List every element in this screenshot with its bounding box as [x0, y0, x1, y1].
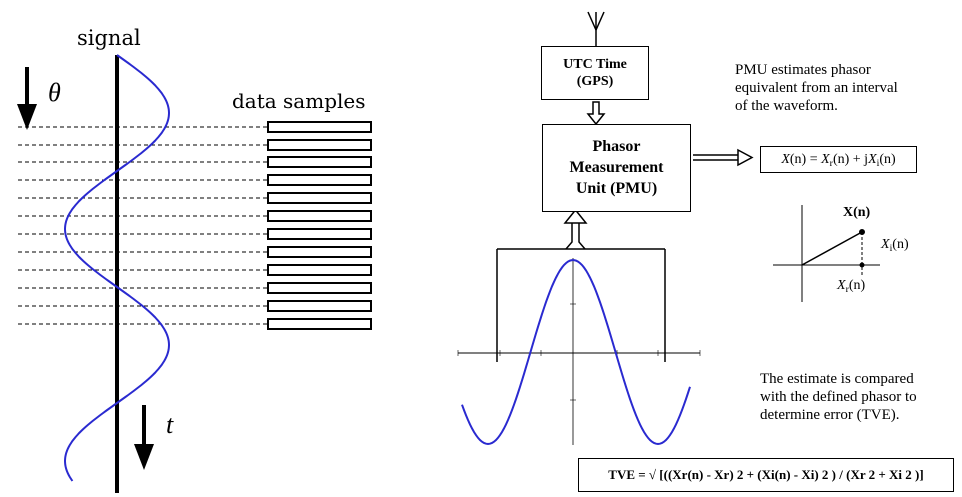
xi-n: (n) — [892, 237, 908, 252]
pmu-line-2: Measurement — [543, 157, 690, 178]
pmu-box: Phasor Measurement Unit (PMU) — [542, 124, 691, 212]
compare-line-3: determine error (TVE). — [760, 406, 917, 424]
utc-line-1: UTC Time — [542, 56, 648, 73]
down-arrow-icon — [588, 102, 604, 124]
time-label: t — [166, 410, 173, 440]
estimate-text: PMU estimates phasor equivalent from an … — [735, 61, 898, 115]
double-arrow-icon — [693, 150, 752, 165]
down-arrow-icon — [17, 67, 37, 130]
sinusoid-plot — [458, 258, 700, 445]
eq-x: X — [781, 152, 790, 167]
eq-n2: (n) — [833, 152, 849, 167]
utc-line-2: (GPS) — [542, 73, 648, 90]
theta-label: θ — [48, 78, 61, 108]
waveform-bracket — [497, 210, 665, 362]
tve-equation-box: TVE = √ [((Xr(n) - Xr) 2 + (Xi(n) - Xi) … — [578, 458, 954, 492]
eq-n: (n) — [790, 152, 806, 167]
estimate-line-3: of the waveform. — [735, 97, 898, 115]
eq-equals: = — [806, 152, 821, 167]
down-arrow-icon — [134, 405, 154, 470]
data-samples-label: data samples — [232, 89, 366, 113]
compare-text: The estimate is compared with the define… — [760, 370, 917, 424]
compare-line-2: with the defined phasor to — [760, 388, 917, 406]
vector-x-label: X(n) — [843, 205, 870, 221]
phasor-equation-box: X(n) = Xr(n) + jXi(n) — [760, 146, 917, 173]
sample-lines — [18, 127, 268, 324]
tve-equation: TVE = √ [((Xr(n) - Xr) 2 + (Xi(n) - Xi) … — [608, 467, 923, 482]
vector-xr-label: Xr(n) — [837, 278, 865, 295]
eq-plus-j: + j — [849, 152, 868, 167]
pmu-line-1: Phasor — [543, 136, 690, 157]
data-sample-boxes — [268, 122, 371, 329]
xr-n: (n) — [849, 278, 865, 293]
vector-xi-label: Xi(n) — [881, 237, 909, 254]
eq-xi: X — [868, 152, 877, 167]
pmu-line-3: Unit (PMU) — [543, 178, 690, 199]
estimate-line-2: equivalent from an interval — [735, 79, 898, 97]
xr-x: X — [837, 278, 846, 293]
signal-label: signal — [77, 26, 141, 50]
utc-time-box: UTC Time (GPS) — [541, 46, 649, 100]
pmu-waveform — [462, 260, 690, 444]
compare-line-1: The estimate is compared — [760, 370, 917, 388]
xi-x: X — [881, 237, 890, 252]
eq-xr: X — [821, 152, 830, 167]
estimate-line-1: PMU estimates phasor — [735, 61, 898, 79]
eq-n3: (n) — [879, 152, 895, 167]
antenna-icon — [588, 12, 604, 46]
